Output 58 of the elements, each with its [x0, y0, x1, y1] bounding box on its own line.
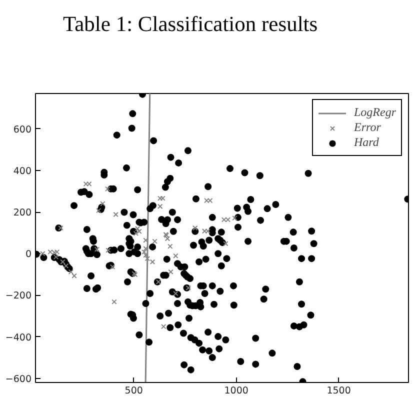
point [134, 226, 140, 232]
point [86, 181, 92, 187]
x-tick-label: 500 [124, 386, 143, 396]
point [63, 263, 69, 268]
legend-label: Hard [354, 135, 379, 150]
legend-label: Error [354, 120, 381, 135]
point [106, 248, 111, 253]
point [144, 256, 150, 262]
point [52, 250, 57, 256]
point [83, 181, 89, 187]
point [72, 273, 77, 278]
point [232, 215, 238, 221]
point [223, 240, 228, 246]
y-tick-label: 600 [13, 124, 32, 136]
point [112, 299, 117, 304]
point [205, 228, 210, 234]
y-tick-label: −400 [5, 332, 32, 344]
point [113, 212, 118, 218]
point [94, 246, 100, 252]
point [168, 269, 174, 275]
point [136, 228, 142, 234]
x-tick-label: 1000 [224, 386, 248, 396]
chart-title: Table 1: Classification results [63, 11, 318, 38]
point [96, 208, 102, 214]
point [207, 198, 213, 204]
point [152, 238, 158, 244]
point [110, 264, 116, 270]
point [133, 230, 139, 236]
y-tick-label: −200 [5, 290, 32, 302]
point [164, 236, 170, 242]
point [202, 228, 208, 234]
point [60, 259, 66, 265]
point [157, 204, 163, 210]
y-tick-label: 200 [13, 208, 32, 219]
point [143, 246, 148, 252]
point [204, 198, 210, 204]
y-tick-label: 400 [13, 166, 32, 177]
point [105, 186, 110, 192]
point [160, 324, 166, 330]
point [173, 290, 178, 296]
y-tick-label: −600 [5, 374, 32, 385]
point [53, 254, 59, 260]
point [157, 196, 163, 201]
point [192, 225, 198, 231]
point [173, 253, 178, 258]
point [160, 196, 166, 201]
point [150, 259, 156, 265]
x-tick-label: 1500 [326, 386, 351, 396]
y-tick-label: 0 [25, 249, 32, 260]
point [58, 225, 64, 231]
point [40, 250, 46, 256]
point [186, 285, 192, 291]
point [143, 252, 148, 258]
point [142, 249, 147, 255]
point [100, 201, 106, 206]
point [168, 244, 173, 249]
point [68, 269, 74, 275]
legend-label: LogRegr [354, 105, 396, 120]
